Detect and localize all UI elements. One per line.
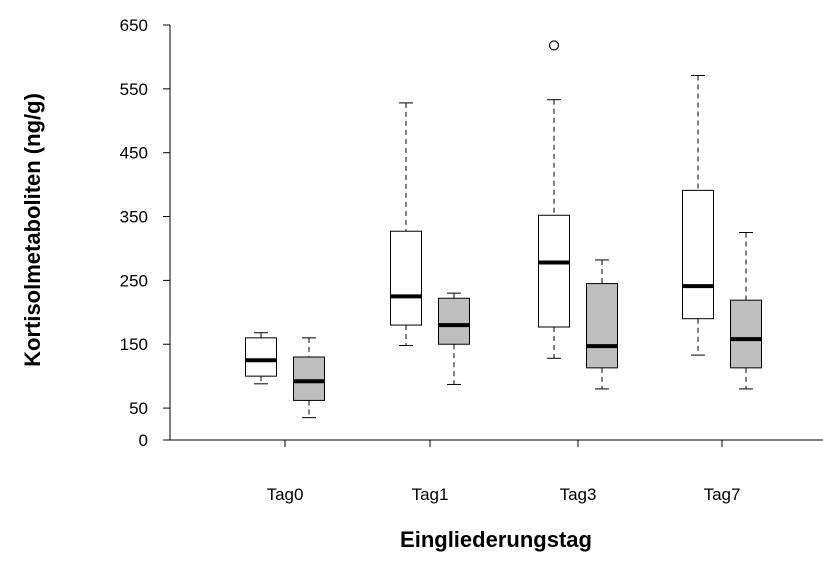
box-iqr	[538, 214, 570, 328]
box-tag0-series-2	[293, 337, 325, 419]
axes-group: 0 50 150 250 350 450 550 650 Tag0 Tag1 Tag3 Tag7	[120, 16, 823, 504]
box-tag3-series-2	[586, 259, 618, 390]
box-iqr	[245, 337, 277, 377]
x-tick-label: Tag7	[704, 485, 741, 504]
box-iqr	[390, 230, 422, 326]
box-iqr	[730, 299, 762, 369]
x-tick-label: Tag0	[267, 485, 304, 504]
box-tag7-series-1	[682, 74, 714, 356]
y-tick-label: 550	[120, 80, 148, 99]
y-axis-title: Kortisolmetaboliten (ng/g)	[20, 93, 45, 367]
y-tick-label: 250	[120, 271, 148, 290]
box-tag7-series-2	[730, 232, 762, 390]
x-tick-label: Tag1	[412, 485, 449, 504]
x-tick-label: Tag3	[560, 485, 597, 504]
box-tag0-series-1	[245, 332, 277, 385]
x-axis-title: Eingliederungstag	[400, 527, 592, 552]
y-tick-label: 0	[139, 431, 148, 450]
y-tick-label: 650	[120, 16, 148, 35]
box-iqr	[438, 297, 470, 345]
boxes-group	[245, 40, 762, 419]
y-tick-label: 150	[120, 335, 148, 354]
box-iqr	[682, 189, 714, 320]
box-tag1-series-1	[390, 102, 422, 347]
box-tag1-series-2	[438, 292, 470, 385]
box-tag3-series-1	[538, 40, 570, 359]
y-tick-label: 50	[129, 399, 148, 418]
box-iqr	[586, 283, 618, 369]
y-tick-label: 450	[120, 144, 148, 163]
box-iqr	[293, 356, 325, 401]
y-tick-label: 350	[120, 208, 148, 227]
outlier-point	[548, 40, 560, 51]
